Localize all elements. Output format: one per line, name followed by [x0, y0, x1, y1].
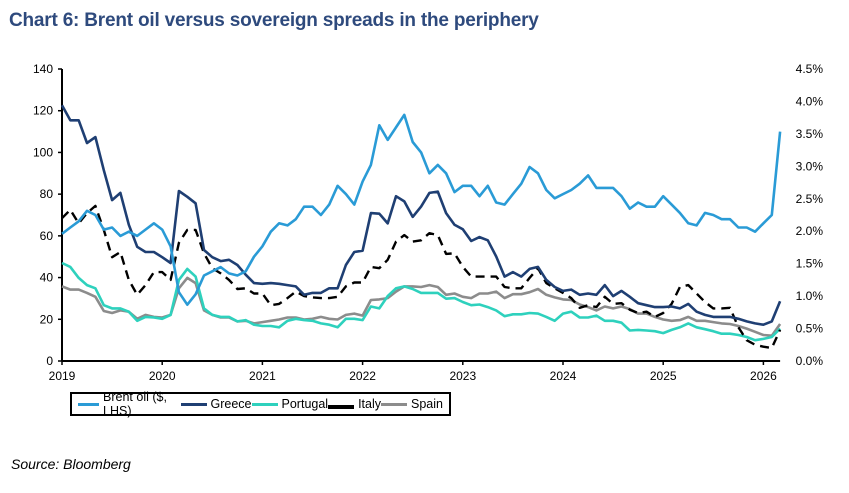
x-tick-label: 2020 — [149, 369, 176, 383]
legend-item: Spain — [381, 397, 443, 411]
y-right-tick-label: 1.0% — [796, 289, 824, 303]
legend-label: Spain — [411, 397, 443, 411]
x-tick-label: 2025 — [650, 369, 677, 383]
source-note: Source: Bloomberg — [11, 456, 131, 472]
x-tick-label: 2022 — [349, 369, 376, 383]
y-right-tick-label: 4.0% — [796, 94, 824, 108]
legend-label: Brent oil ($, LHS) — [103, 390, 167, 418]
y-left-tick-label: 0 — [46, 354, 53, 368]
series-line-brent-oil-lhs — [61, 113, 782, 307]
y-left-tick-label: 40 — [40, 271, 54, 285]
y-left-tick-label: 120 — [33, 104, 53, 118]
x-tick-label: 2021 — [249, 369, 276, 383]
legend-item: Italy — [328, 397, 381, 411]
y-right-tick-label: 1.5% — [796, 257, 824, 271]
y-left-tick-label: 80 — [40, 187, 54, 201]
x-tick-label: 2024 — [550, 369, 577, 383]
y-right-tick-label: 2.5% — [796, 192, 824, 206]
legend-label: Italy — [358, 397, 382, 411]
y-left-tick-label: 60 — [40, 229, 54, 243]
y-right-tick-label: 3.0% — [796, 159, 824, 173]
chart-title: Chart 6: Brent oil versus sovereign spre… — [9, 10, 539, 31]
legend-item: Portugal — [251, 397, 329, 411]
y-left-tick-label: 100 — [33, 145, 53, 159]
y-right-tick-label: 2.0% — [796, 224, 824, 238]
y-left-tick-label: 20 — [40, 312, 54, 326]
legend-item: Brent oil ($, LHS) — [78, 390, 181, 418]
y-right-tick-label: 0.5% — [796, 322, 824, 336]
legend-label: Portugal — [281, 397, 329, 411]
y-right-tick-label: 3.5% — [796, 127, 824, 141]
legend-swatch — [78, 402, 100, 406]
chart-legend: Brent oil ($, LHS) Greece Portugal Italy Spa… — [70, 390, 451, 418]
series-line-greece — [60, 104, 782, 327]
y-right-tick-label: 4.5% — [796, 62, 824, 76]
x-tick-label: 2026 — [750, 369, 777, 383]
legend-item: Greece — [180, 397, 252, 411]
legend-label: Greece — [210, 397, 252, 411]
y-right-tick-label: 0.0% — [796, 354, 824, 368]
y-left-tick-label: 140 — [33, 62, 53, 76]
x-tick-label: 2023 — [449, 369, 476, 383]
series-line-italy — [61, 204, 782, 350]
legend-swatch — [180, 402, 207, 406]
series-line-portugal — [61, 261, 782, 342]
legend-swatch — [381, 402, 408, 406]
legend-swatch — [251, 402, 278, 406]
legend-swatch — [328, 405, 355, 409]
series-line-spain — [61, 276, 782, 338]
x-tick-label: 2019 — [49, 369, 76, 383]
